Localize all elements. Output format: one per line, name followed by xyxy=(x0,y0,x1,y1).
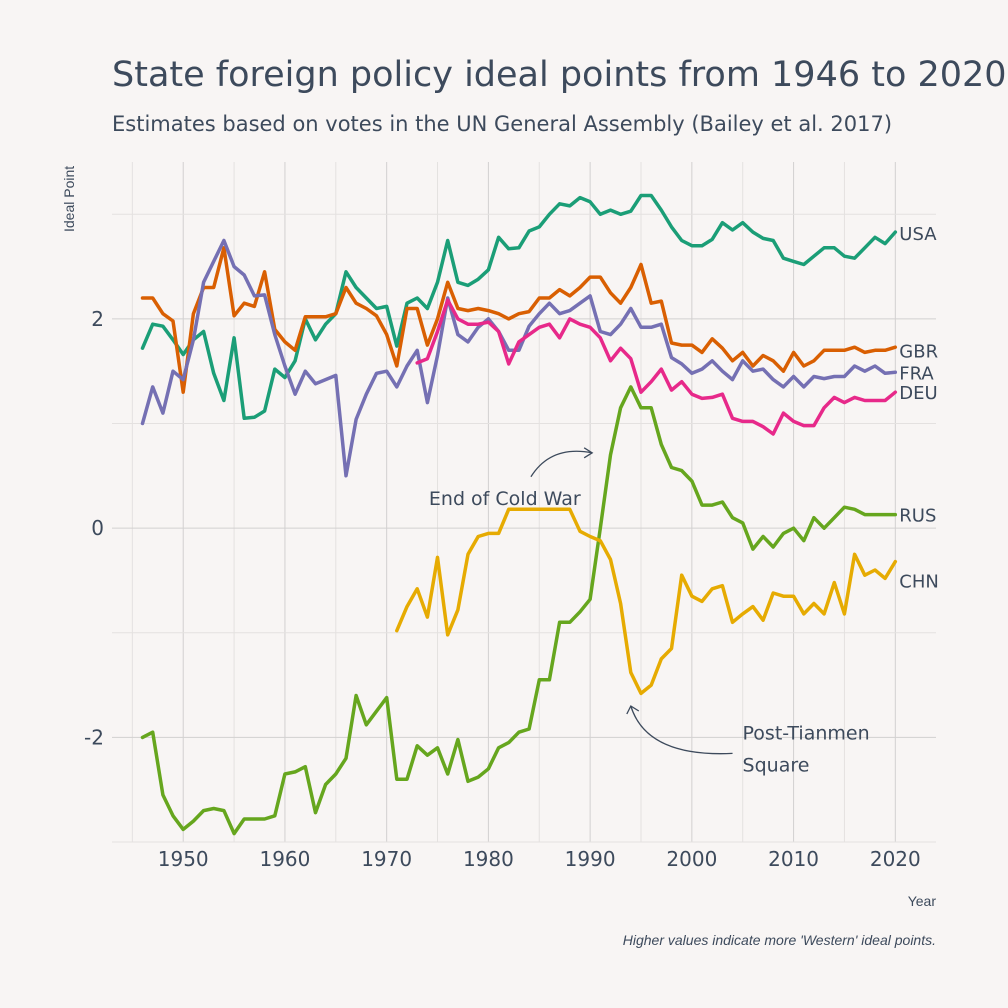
annotation-arrowhead-tianmen xyxy=(626,705,640,715)
x-tick-label: 2020 xyxy=(870,847,921,871)
series-label-usa: USA xyxy=(899,224,937,245)
series-label-fra: FRA xyxy=(899,363,934,384)
series-label-chn: CHN xyxy=(899,571,939,592)
annotation-post-tianmen-line: Post-Tianmen xyxy=(743,722,870,744)
x-tick-label: 1990 xyxy=(565,847,616,871)
x-tick-label: 1970 xyxy=(361,847,412,871)
series-lines xyxy=(140,193,898,836)
series-label-deu: DEU xyxy=(899,383,937,404)
x-axis-label: Year xyxy=(908,893,937,909)
series-line-chn xyxy=(395,507,898,696)
series-line-deu xyxy=(415,298,898,436)
y-tick-label: -2 xyxy=(84,725,104,749)
y-tick-label: 0 xyxy=(91,516,104,540)
x-tick-label: 2010 xyxy=(768,847,819,871)
chart-title: State foreign policy ideal points from 1… xyxy=(112,55,1007,95)
series-line-gbr xyxy=(140,246,898,394)
y-axis-ticks: -2 0 2 xyxy=(84,307,104,749)
annotation-post-tianmen-line: Square xyxy=(743,754,810,776)
series-line-rus xyxy=(140,385,898,836)
series-label-rus: RUS xyxy=(899,506,936,527)
chart-caption: Higher values indicate more 'Western' id… xyxy=(623,932,936,948)
y-tick-label: 2 xyxy=(91,307,104,331)
x-axis-ticks: 1950 1960 1970 1980 1990 2000 2010 2020 xyxy=(158,847,921,871)
series-line-fra xyxy=(140,238,898,478)
x-tick-label: 1960 xyxy=(259,847,310,871)
y-axis-label: Ideal Point xyxy=(61,166,77,232)
series-label-gbr: GBR xyxy=(899,341,938,362)
chart-subtitle: Estimates based on votes in the UN Gener… xyxy=(112,112,892,136)
annotation-arrow-cold-war xyxy=(530,450,593,478)
annotation-arrow-tianmen xyxy=(630,705,733,755)
x-tick-label: 2000 xyxy=(666,847,717,871)
x-tick-label: 1950 xyxy=(158,847,209,871)
annotation-arrowhead-cold-war xyxy=(583,447,594,459)
annotations: End of Cold War Post-Tianmen Square xyxy=(429,447,870,776)
x-tick-label: 1980 xyxy=(463,847,514,871)
annotation-end-of-cold-war: End of Cold War xyxy=(429,488,581,510)
grid xyxy=(112,162,936,843)
series-line-usa xyxy=(140,193,898,421)
